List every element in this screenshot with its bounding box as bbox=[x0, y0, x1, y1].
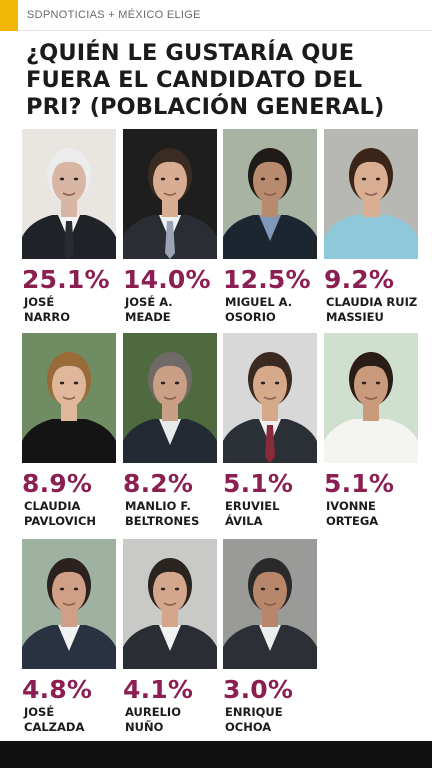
candidate-photo bbox=[123, 539, 217, 669]
candidate-name-line: JOSÉ bbox=[24, 295, 55, 309]
percentage-label: 4.1% bbox=[123, 675, 194, 704]
candidate-photo bbox=[22, 539, 116, 669]
candidate-name-line: BELTRONES bbox=[125, 514, 200, 528]
candidate-photo bbox=[223, 129, 317, 259]
candidate-name-line: MASSIEU bbox=[326, 310, 384, 324]
percentage-label: 14.0% bbox=[123, 265, 211, 294]
percentage-label: 3.0% bbox=[223, 675, 294, 704]
candidate-name-line: CLAUDIA RUIZ bbox=[326, 295, 418, 309]
footer-bar bbox=[0, 741, 432, 768]
candidate-photo bbox=[22, 333, 116, 463]
candidate-name: CLAUDIA PAVLOVICH bbox=[24, 499, 120, 529]
candidate-name-line: IVONNE bbox=[326, 499, 376, 513]
candidate-name: JOSÉ NARRO bbox=[24, 295, 120, 325]
header-bar: SDPNOTICIAS + MÉXICO ELIGE bbox=[0, 0, 432, 31]
candidate-name-line: ERUVIEL bbox=[225, 499, 280, 513]
candidate-name: JOSÉ CALZADA bbox=[24, 705, 120, 735]
percentage-label: 8.2% bbox=[123, 469, 194, 498]
header-accent bbox=[0, 0, 18, 31]
percentage-label: 9.2% bbox=[324, 265, 395, 294]
percentage-label: 4.8% bbox=[22, 675, 93, 704]
candidate-name: ERUVIEL ÁVILA bbox=[225, 499, 321, 529]
candidate-name: IVONNE ORTEGA bbox=[326, 499, 422, 529]
source-label: SDPNOTICIAS + MÉXICO ELIGE bbox=[27, 9, 201, 21]
candidate-name: CLAUDIA RUIZ MASSIEU bbox=[326, 295, 422, 325]
candidate-name: AURELIO NUÑO bbox=[125, 705, 221, 735]
candidate-name: MIGUEL A. OSORIO bbox=[225, 295, 321, 325]
candidate-photo bbox=[324, 129, 418, 259]
candidate-name-line: NUÑO bbox=[125, 720, 164, 734]
candidate-name-line: CALZADA bbox=[24, 720, 85, 734]
percentage-label: 25.1% bbox=[22, 265, 110, 294]
candidate-name-line: MIGUEL A. bbox=[225, 295, 293, 309]
percentage-label: 8.9% bbox=[22, 469, 93, 498]
candidate-name-line: ENRIQUE bbox=[225, 705, 283, 719]
percentage-label: 5.1% bbox=[223, 469, 294, 498]
candidate-name-line: CLAUDIA bbox=[24, 499, 81, 513]
candidate-name-line: JOSÉ bbox=[24, 705, 55, 719]
candidate-name-line: ÁVILA bbox=[225, 514, 263, 528]
candidate-name-line: MEADE bbox=[125, 310, 171, 324]
candidate-name-line: MANLIO F. bbox=[125, 499, 191, 513]
candidate-name-line: OCHOA bbox=[225, 720, 272, 734]
candidate-name: JOSÉ A. MEADE bbox=[125, 295, 221, 325]
candidate-photo bbox=[22, 129, 116, 259]
percentage-label: 12.5% bbox=[223, 265, 311, 294]
candidate-photo bbox=[123, 129, 217, 259]
candidate-name-line: AURELIO bbox=[125, 705, 181, 719]
candidate-photo bbox=[223, 539, 317, 669]
page-title: ¿QUIÉN LE GUSTARÍA QUE FUERA EL CANDIDAT… bbox=[26, 40, 385, 120]
candidate-name: MANLIO F. BELTRONES bbox=[125, 499, 221, 529]
candidate-name-line: ORTEGA bbox=[326, 514, 379, 528]
candidate-photo bbox=[324, 333, 418, 463]
candidate-name-line: JOSÉ A. bbox=[125, 295, 173, 309]
candidate-name: ENRIQUE OCHOA bbox=[225, 705, 321, 735]
percentage-label: 5.1% bbox=[324, 469, 395, 498]
header-divider bbox=[18, 30, 432, 31]
candidate-name-line: OSORIO bbox=[225, 310, 276, 324]
candidate-photo bbox=[223, 333, 317, 463]
candidate-photo bbox=[123, 333, 217, 463]
candidate-name-line: NARRO bbox=[24, 310, 71, 324]
candidate-name-line: PAVLOVICH bbox=[24, 514, 97, 528]
